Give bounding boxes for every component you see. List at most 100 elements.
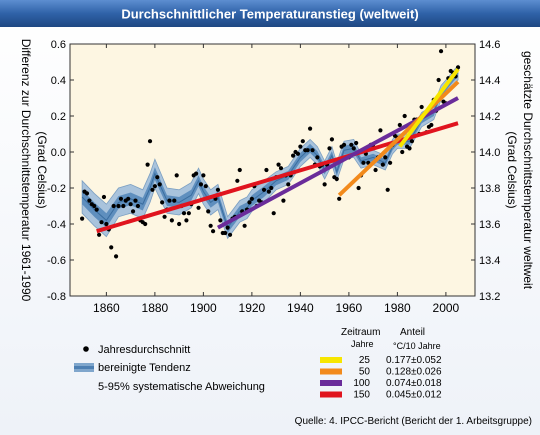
- annual-point: [419, 104, 424, 110]
- annual-point: [305, 148, 310, 153]
- legend-trend-value-25: 0.177±0.052: [386, 355, 442, 366]
- annual-point: [84, 191, 90, 196]
- annual-point: [315, 155, 320, 160]
- annual-point: [269, 185, 274, 191]
- annual-point: [351, 146, 356, 151]
- left-axis-label: Differenz zur Durchschnittstemperatur 19…: [19, 39, 33, 302]
- legend-trend-swatch-150: [320, 391, 342, 398]
- annual-point: [223, 230, 228, 236]
- annual-point: [208, 223, 213, 228]
- x-tick-label: 1900: [190, 301, 217, 315]
- annual-point: [310, 148, 315, 153]
- x-tick-label: 1880: [142, 301, 169, 315]
- legend-zeitraum-header: Zeitraum: [341, 327, 380, 338]
- legend-smoothed-label: bereinigte Tendenz: [98, 362, 191, 374]
- annual-point: [266, 189, 271, 194]
- annual-point: [400, 149, 405, 155]
- annual-point: [92, 203, 97, 209]
- legend-annual-label: Jahresdurchschnitt: [98, 344, 190, 356]
- annual-point: [438, 49, 444, 54]
- x-tick-label: 1940: [287, 301, 314, 315]
- annual-point: [174, 173, 179, 178]
- annual-point: [264, 167, 269, 173]
- annual-point: [203, 184, 208, 189]
- annual-point: [378, 128, 383, 133]
- annual-point: [147, 139, 153, 144]
- annual-point: [334, 176, 339, 182]
- annual-point: [111, 203, 116, 209]
- annual-point: [109, 245, 114, 250]
- annual-point: [300, 139, 305, 144]
- annual-point: [99, 220, 104, 225]
- annual-point: [172, 198, 177, 203]
- annual-point: [128, 202, 133, 207]
- annual-point: [409, 139, 415, 144]
- legend-trend-swatch-25: [320, 357, 342, 363]
- annual-point: [155, 175, 160, 180]
- y-tick-label-right: 14.6: [479, 39, 500, 51]
- legend-trend-value-100: 0.074±0.018: [386, 378, 442, 389]
- legend-unit-header: °C/10 Jahre: [393, 341, 441, 351]
- annual-point: [286, 182, 291, 187]
- annual-point: [407, 146, 412, 151]
- annual-point: [177, 221, 182, 227]
- y-tick-label-left: 0.4: [51, 75, 66, 87]
- x-tick-label: 1920: [239, 301, 266, 315]
- annual-point: [436, 77, 441, 83]
- annual-point: [227, 232, 233, 237]
- annual-point: [167, 198, 172, 203]
- annual-point: [247, 200, 252, 205]
- annual-point: [94, 207, 99, 212]
- annual-point: [80, 216, 85, 221]
- annual-point: [160, 200, 165, 205]
- legend-smoothed-core: [74, 366, 94, 369]
- annual-point: [237, 167, 242, 173]
- trend-line-25: [398, 67, 460, 148]
- y-tick-label-right: 13.6: [479, 219, 500, 231]
- annual-point: [126, 196, 131, 201]
- annual-point: [341, 142, 347, 147]
- annual-point: [162, 214, 167, 219]
- x-tick-label: 2000: [433, 301, 460, 315]
- annual-point: [261, 187, 267, 192]
- trend-line-50: [337, 80, 460, 197]
- annual-point: [380, 162, 385, 167]
- annual-point: [218, 218, 223, 223]
- legend-trend-swatch-100: [320, 380, 342, 386]
- annual-point: [354, 140, 359, 146]
- trend-legend: Zeitraum Jahre Anteil °C/10 Jahre 25 0.17…: [320, 327, 442, 401]
- annual-point: [388, 160, 393, 165]
- annual-point: [295, 151, 301, 156]
- plot-area: [69, 43, 476, 297]
- annual-point: [186, 211, 191, 216]
- annual-point: [397, 122, 402, 128]
- annual-point: [242, 223, 247, 228]
- y-tick-label-left: 0.2: [51, 111, 66, 123]
- annual-point: [135, 203, 141, 209]
- annual-point: [278, 166, 284, 171]
- y-tick-label-right: 14.0: [479, 147, 500, 159]
- y-tick-label-right: 14.2: [479, 111, 500, 123]
- y-tick-label-left: -0.4: [47, 219, 66, 231]
- annual-point: [235, 178, 240, 183]
- axes: 1860 1880 1900 1920 1940 1960 1980 2000 0.6 0.4 0.…: [47, 39, 500, 315]
- annual-point: [206, 209, 211, 214]
- y-tick-label-left: -0.6: [47, 255, 66, 267]
- annual-point: [152, 184, 157, 189]
- annual-point: [215, 187, 221, 192]
- y-tick-label-right: 13.8: [479, 183, 500, 195]
- annual-point: [87, 198, 92, 203]
- annual-point: [271, 211, 276, 216]
- y-tick-label-left: 0.6: [51, 39, 66, 51]
- annual-point: [402, 113, 407, 119]
- annual-point: [249, 196, 254, 201]
- annual-point: [225, 225, 230, 230]
- annual-point: [101, 194, 107, 200]
- right-axis-label: geschätzte Durchschnittstemperatur weltw…: [521, 51, 535, 290]
- legend-trend-swatch-50: [320, 368, 342, 375]
- annual-point: [184, 218, 189, 223]
- annual-point: [97, 232, 102, 237]
- annual-point: [150, 187, 155, 192]
- legend: Jahresdurchschnitt bereinigte Tendenz 5-…: [74, 344, 265, 393]
